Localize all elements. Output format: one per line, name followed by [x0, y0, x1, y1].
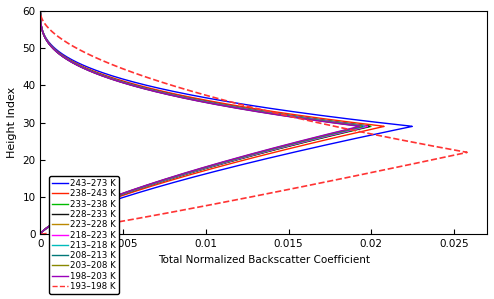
243–273 K [223, 100, 229, 103]
238–243 K [209, 100, 215, 103]
218–223 K [38, 233, 43, 236]
223–228 K [270, 112, 276, 115]
Line: 228–233 K: 228–233 K [41, 13, 370, 234]
243–273 K [407, 125, 413, 129]
228–233 K [365, 125, 370, 129]
233–238 K [38, 233, 43, 236]
233–238 K [274, 112, 280, 115]
203–208 K [356, 125, 362, 129]
203–208 K [198, 100, 204, 103]
223–228 K [200, 100, 206, 103]
Line: 238–243 K: 238–243 K [41, 13, 384, 234]
228–233 K [202, 100, 207, 103]
Line: 223–228 K: 223–228 K [41, 13, 366, 234]
203–208 K [266, 112, 272, 115]
193–198 K [226, 100, 232, 103]
X-axis label: Total Normalized Backscatter Coefficient: Total Normalized Backscatter Coefficient [158, 255, 370, 265]
243–273 K [38, 15, 43, 18]
238–243 K [54, 49, 60, 53]
Y-axis label: Height Index: Height Index [7, 87, 17, 158]
208–213 K [38, 233, 43, 236]
243–273 K [55, 49, 61, 53]
198–203 K [38, 15, 43, 18]
233–238 K [53, 49, 59, 53]
243–273 K [303, 112, 309, 115]
193–198 K [334, 125, 340, 129]
218–223 K [271, 112, 277, 115]
Line: 213–218 K: 213–218 K [41, 13, 364, 234]
228–233 K [272, 112, 278, 115]
223–228 K [361, 125, 367, 129]
223–228 K [38, 233, 43, 236]
198–203 K [265, 112, 271, 115]
203–208 K [38, 15, 43, 18]
228–233 K [38, 15, 43, 18]
233–238 K [366, 125, 372, 129]
213–218 K [199, 100, 205, 103]
Line: 218–223 K: 218–223 K [41, 13, 368, 234]
233–238 K [203, 100, 208, 103]
213–218 K [269, 112, 275, 115]
213–218 K [354, 126, 360, 130]
228–233 K [53, 49, 59, 53]
238–243 K [38, 15, 43, 18]
Legend: 243–273 K, 238–243 K, 233–238 K, 228–233 K, 223–228 K, 218–223 K, 213–218 K, 208: 243–273 K, 238–243 K, 233–238 K, 228–233… [49, 176, 119, 294]
198–203 K [355, 125, 361, 129]
193–198 K [274, 112, 280, 115]
208–213 K [38, 15, 43, 18]
208–213 K [199, 100, 205, 103]
238–243 K [38, 233, 43, 236]
228–233 K [38, 233, 43, 236]
213–218 K [360, 125, 366, 129]
243–273 K [38, 233, 43, 236]
238–243 K [373, 126, 379, 130]
198–203 K [197, 100, 203, 103]
223–228 K [38, 15, 43, 18]
198–203 K [349, 126, 355, 130]
198–203 K [38, 233, 43, 236]
238–243 K [283, 112, 289, 115]
218–223 K [357, 126, 363, 130]
228–233 K [359, 126, 365, 130]
198–203 K [53, 49, 59, 53]
213–218 K [38, 233, 43, 236]
213–218 K [38, 15, 43, 18]
193–198 K [340, 126, 346, 130]
Line: 208–213 K: 208–213 K [41, 13, 363, 234]
203–208 K [351, 126, 357, 130]
Line: 243–273 K: 243–273 K [41, 13, 412, 234]
218–223 K [363, 125, 369, 129]
203–208 K [53, 49, 59, 53]
218–223 K [201, 100, 207, 103]
238–243 K [379, 125, 385, 129]
193–198 K [80, 49, 85, 53]
223–228 K [53, 49, 59, 53]
218–223 K [53, 49, 59, 53]
Line: 193–198 K: 193–198 K [41, 13, 467, 234]
223–228 K [356, 126, 362, 130]
203–208 K [38, 233, 43, 236]
208–213 K [268, 112, 274, 115]
208–213 K [352, 126, 358, 130]
243–273 K [401, 126, 407, 130]
233–238 K [360, 126, 366, 130]
193–198 K [38, 15, 44, 18]
213–218 K [53, 49, 59, 53]
233–238 K [38, 15, 43, 18]
208–213 K [53, 49, 59, 53]
Line: 233–238 K: 233–238 K [41, 13, 371, 234]
Line: 198–203 K: 198–203 K [41, 13, 359, 234]
208–213 K [358, 125, 364, 129]
218–223 K [38, 15, 43, 18]
Line: 203–208 K: 203–208 K [41, 13, 361, 234]
193–198 K [38, 233, 43, 236]
